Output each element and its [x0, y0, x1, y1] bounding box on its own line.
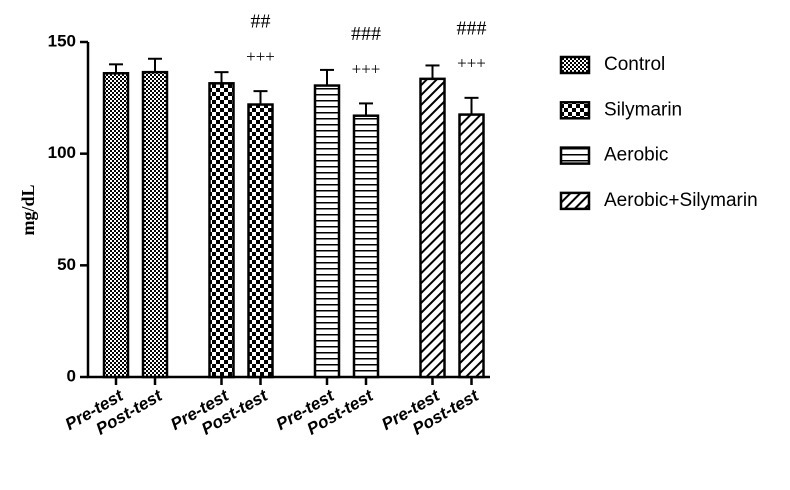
legend-swatch — [559, 191, 591, 211]
y-tick-label: 0 — [67, 366, 76, 385]
legend-label: Control — [604, 54, 665, 75]
y-tick-label: 100 — [48, 143, 76, 162]
y-tick-label: 150 — [48, 31, 76, 50]
legend-label: Aerobic — [604, 145, 668, 166]
bar — [208, 82, 235, 379]
y-axis-label: mg/dL — [18, 184, 38, 235]
bar — [458, 113, 485, 379]
annotation: +++ — [246, 47, 275, 66]
legend-label: Aerobic+Silymarin — [604, 190, 758, 211]
bar — [352, 114, 380, 379]
legend-label: Silymarin — [604, 99, 682, 120]
annotation: ### — [351, 23, 381, 45]
legend-swatch — [559, 146, 591, 165]
annotation: ### — [457, 17, 487, 39]
bar — [419, 77, 446, 379]
legend-swatch — [559, 101, 591, 120]
annotation: ## — [251, 11, 271, 33]
annotation: +++ — [352, 59, 381, 78]
y-tick-label: 50 — [57, 255, 76, 274]
annotation: +++ — [457, 54, 486, 73]
legend-swatch — [559, 55, 591, 75]
bar — [141, 70, 169, 379]
bar — [102, 72, 130, 379]
bar — [247, 103, 274, 379]
bar — [313, 84, 341, 379]
